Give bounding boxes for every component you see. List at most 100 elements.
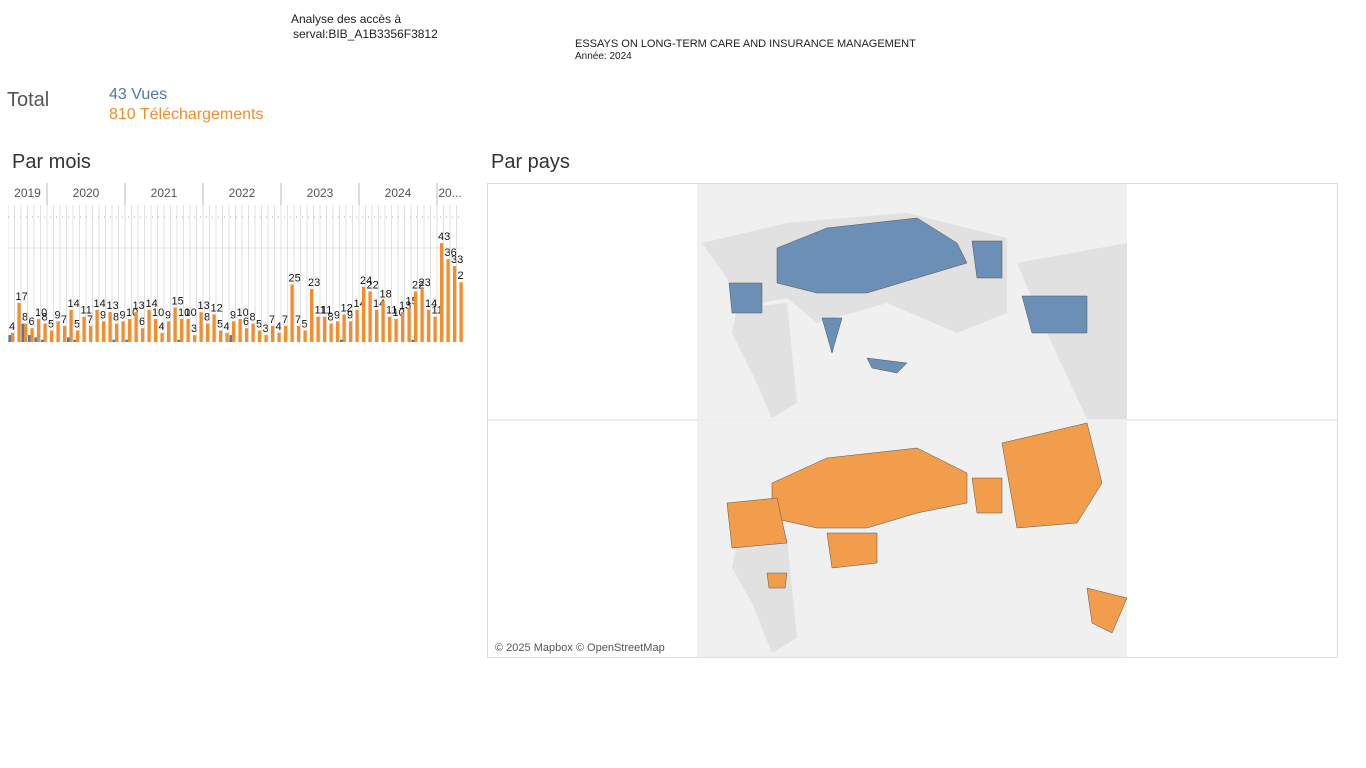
downloads-bar bbox=[270, 325, 275, 342]
downloads-value-label: 8 bbox=[42, 312, 48, 324]
downloads-bar bbox=[134, 312, 138, 342]
year-label: 2020 bbox=[73, 186, 100, 200]
views-bar bbox=[340, 339, 343, 342]
highlight-country bbox=[821, 317, 843, 354]
downloads-bar bbox=[153, 319, 158, 342]
downloads-bar bbox=[218, 330, 223, 342]
downloads-bar bbox=[186, 319, 190, 342]
downloads-value-label: 3 bbox=[191, 323, 197, 335]
year-label: 2023 bbox=[307, 186, 334, 200]
downloads-value-label: 36 bbox=[445, 247, 457, 259]
views-bar bbox=[67, 337, 70, 342]
downloads-bar bbox=[173, 307, 177, 342]
highlight-country bbox=[971, 477, 1003, 514]
year-label: 2019 bbox=[14, 186, 41, 200]
downloads-value-label: 23 bbox=[308, 277, 320, 289]
downloads-bar bbox=[446, 259, 450, 342]
downloads-bar bbox=[322, 316, 327, 342]
downloads-bar bbox=[407, 307, 411, 342]
downloads-bar bbox=[30, 328, 34, 342]
downloads-bar bbox=[374, 309, 379, 342]
downloads-value-label: 8 bbox=[22, 312, 28, 324]
downloads-value-label: 22 bbox=[367, 279, 379, 291]
views-bar bbox=[229, 335, 233, 342]
downloads-value-label: 13 bbox=[198, 300, 210, 312]
highlight-country bbox=[1086, 587, 1128, 634]
downloads-value-label: 6 bbox=[243, 316, 249, 328]
downloads-value-label: 7 bbox=[282, 314, 288, 326]
year-label: 2022 bbox=[229, 186, 256, 200]
downloads-value-label: 14 bbox=[425, 298, 437, 310]
downloads-bar bbox=[17, 302, 21, 342]
downloads-bar bbox=[303, 330, 307, 342]
downloads-bar bbox=[231, 321, 236, 342]
downloads-bar bbox=[75, 330, 80, 342]
views-bar bbox=[73, 339, 77, 342]
downloads-value-label: 3 bbox=[263, 323, 269, 335]
highlight-country bbox=[1001, 422, 1103, 529]
downloads-value-label: 8 bbox=[204, 312, 210, 324]
year-label: 20... bbox=[438, 186, 461, 200]
downloads-value-label: 10 bbox=[185, 307, 197, 319]
downloads-value-label: 14 bbox=[94, 298, 106, 310]
downloads-value-label: 5 bbox=[217, 319, 223, 331]
downloads-value-label: 9 bbox=[55, 309, 61, 321]
downloads-bar bbox=[316, 316, 320, 342]
monthly-title: Par mois bbox=[12, 151, 91, 173]
views-bar bbox=[21, 323, 25, 342]
total-label: Total bbox=[7, 89, 50, 111]
analysis-id: serval:BIB_A1B3356F3812 bbox=[293, 27, 438, 41]
downloads-value-label: 9 bbox=[334, 309, 340, 321]
downloads-value-label: 13 bbox=[107, 300, 119, 312]
views-bar bbox=[125, 339, 129, 342]
downloads-bar bbox=[166, 321, 171, 342]
downloads-bar bbox=[140, 328, 145, 342]
downloads-value-label: 6 bbox=[139, 316, 145, 328]
downloads-value-label: 10 bbox=[178, 307, 190, 319]
land bbox=[732, 303, 797, 418]
downloads-bar bbox=[244, 328, 249, 342]
highlight-country bbox=[866, 357, 908, 374]
downloads-bar bbox=[361, 286, 366, 342]
downloads-value-label: 9 bbox=[230, 309, 236, 321]
views-bar bbox=[411, 339, 415, 342]
downloads-value-label: 7 bbox=[295, 314, 301, 326]
highlight-country bbox=[826, 532, 878, 569]
downloads-bar bbox=[121, 321, 125, 342]
downloads-bar bbox=[88, 325, 93, 342]
views-count: 43 bbox=[109, 86, 127, 103]
downloads-bar bbox=[212, 314, 216, 342]
highlight-country bbox=[776, 217, 968, 294]
downloads-value-label: 9 bbox=[165, 309, 171, 321]
document-title: ESSAYS ON LONG-TERM CARE AND INSURANCE M… bbox=[575, 38, 916, 50]
downloads-value-label: 43 bbox=[438, 231, 450, 243]
downloads-value-label: 4 bbox=[224, 321, 230, 333]
downloads-count: 810 bbox=[109, 106, 136, 123]
downloads-bar bbox=[368, 291, 372, 342]
downloads-bar bbox=[277, 332, 281, 342]
total-downloads: 810 Téléchargements bbox=[109, 106, 263, 124]
downloads-bar bbox=[147, 309, 151, 342]
downloads-bar bbox=[283, 325, 288, 342]
downloads-value-label: 4 bbox=[276, 321, 282, 333]
downloads-value-label: 8 bbox=[250, 312, 256, 324]
downloads-value-label: 5 bbox=[74, 319, 80, 331]
downloads-bar bbox=[394, 319, 398, 342]
downloads-bar bbox=[127, 319, 132, 342]
downloads-bar bbox=[192, 335, 197, 342]
views-bar bbox=[28, 335, 31, 342]
downloads-bar bbox=[238, 319, 242, 342]
downloads-bar bbox=[348, 321, 353, 342]
downloads-value-label: 10 bbox=[35, 307, 47, 319]
downloads-bar bbox=[82, 316, 86, 342]
downloads-bar bbox=[400, 312, 405, 342]
downloads-bar bbox=[36, 319, 41, 342]
downloads-value-label: 5 bbox=[256, 319, 262, 331]
downloads-bar bbox=[95, 309, 99, 342]
downloads-value-label: 9 bbox=[100, 309, 106, 321]
views-map bbox=[697, 184, 1127, 419]
downloads-value-label: 4 bbox=[159, 321, 165, 333]
countries-title: Par pays bbox=[491, 151, 570, 173]
downloads-bar bbox=[387, 316, 392, 342]
